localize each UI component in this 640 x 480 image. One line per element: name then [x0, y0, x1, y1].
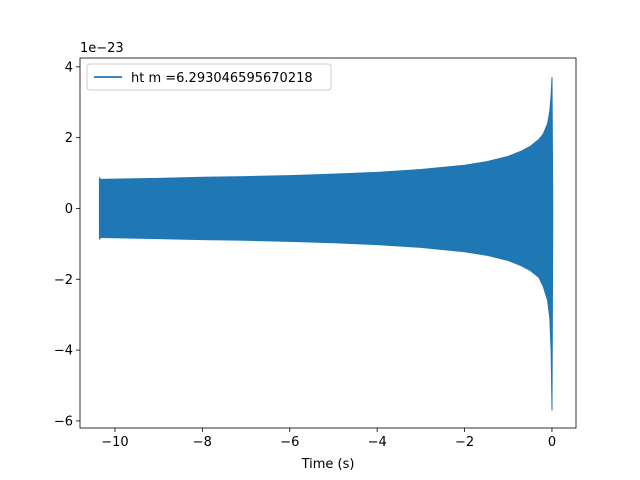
x-tick-label: −6 [280, 435, 299, 450]
y-axis: −6 −4 −2 0 2 4 [54, 60, 80, 429]
y-tick-label: −2 [54, 273, 73, 288]
x-tick-label: −4 [368, 435, 387, 450]
legend-label: ht m =6.293046595670218 [131, 71, 313, 86]
y-tick-label: 2 [65, 131, 73, 146]
y-tick-label: 4 [65, 60, 73, 75]
legend-box [86, 63, 332, 91]
axes-frame [79, 57, 577, 429]
x-tick-label: −10 [101, 435, 128, 450]
x-axis: −10 −8 −6 −4 −2 0 [101, 428, 556, 450]
plot-area [98, 77, 554, 411]
x-tick-label: −8 [193, 435, 212, 450]
legend: ht m =6.293046595670218 [86, 63, 332, 91]
series-waveform [99, 77, 554, 411]
y-tick-label: 0 [65, 202, 73, 217]
x-tick-label: −2 [455, 435, 474, 450]
y-axis-offset-label: 1e−23 [80, 41, 124, 56]
y-tick-label: −4 [54, 344, 73, 359]
x-axis-label: Time (s) [301, 457, 355, 472]
y-tick-label: −6 [54, 414, 73, 429]
x-tick-label: 0 [548, 435, 556, 450]
